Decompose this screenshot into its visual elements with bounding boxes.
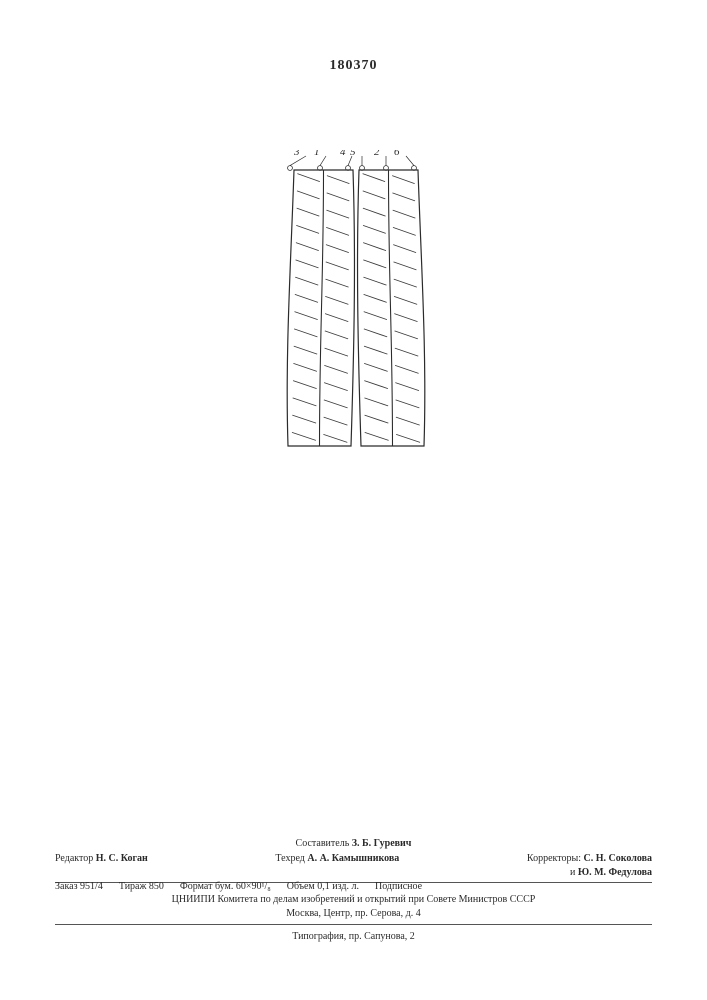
paper-format: Формат бум. 60×90¹/₈ <box>180 880 271 894</box>
and-label: и <box>570 867 575 878</box>
techred-name: А. А. Камышникова <box>307 853 399 864</box>
imprint-row1: Заказ 951/4 Тираж 850 Формат бум. 60×90¹… <box>55 880 652 894</box>
techred-label: Техред <box>275 853 304 864</box>
printer-line: Типография, пр. Сапунова, 2 <box>0 931 707 942</box>
corrector2-name: Ю. М. Федулова <box>578 867 652 878</box>
svg-text:4: 4 <box>340 150 346 158</box>
svg-text:6: 6 <box>394 150 400 158</box>
techred-cell: Техред А. А. Камышникова <box>275 852 399 879</box>
volume: Объем 0,1 изд. л. <box>287 880 359 894</box>
compiler-label: Составитель <box>296 838 350 849</box>
divider-2 <box>55 924 652 925</box>
credits-row: Редактор Н. С. Коган Техред А. А. Камышн… <box>55 852 652 879</box>
tirazh: Тираж 850 <box>119 880 164 894</box>
credits-block: Составитель З. Б. Гуревич Редактор Н. С.… <box>55 837 652 880</box>
page-number: 180370 <box>0 58 707 74</box>
correctors-label: Корректоры: <box>527 853 581 864</box>
patent-figure: 3 1 45 2 6 <box>282 150 430 455</box>
svg-text:5: 5 <box>350 150 356 158</box>
editor-name: Н. С. Коган <box>96 853 148 864</box>
svg-text:3: 3 <box>293 150 300 158</box>
subscription: Подписное <box>375 880 422 894</box>
imprint-block: Заказ 951/4 Тираж 850 Формат бум. 60×90¹… <box>55 880 652 921</box>
editor-cell: Редактор Н. С. Коган <box>55 852 148 879</box>
order-no: Заказ 951/4 <box>55 880 103 894</box>
editor-label: Редактор <box>55 853 93 864</box>
imprint-org: ЦНИИПИ Комитета по делам изобретений и о… <box>55 893 652 907</box>
imprint-addr: Москва, Центр, пр. Серова, д. 4 <box>55 907 652 921</box>
correctors-cell: Корректоры: С. Н. Соколова и Ю. М. Федул… <box>527 852 652 879</box>
compiler-name: З. Б. Гуревич <box>352 838 412 849</box>
compiler-line: Составитель З. Б. Гуревич <box>55 837 652 851</box>
corrector1-name: С. Н. Соколова <box>584 853 652 864</box>
svg-text:1: 1 <box>314 150 320 158</box>
svg-text:2: 2 <box>374 150 380 158</box>
